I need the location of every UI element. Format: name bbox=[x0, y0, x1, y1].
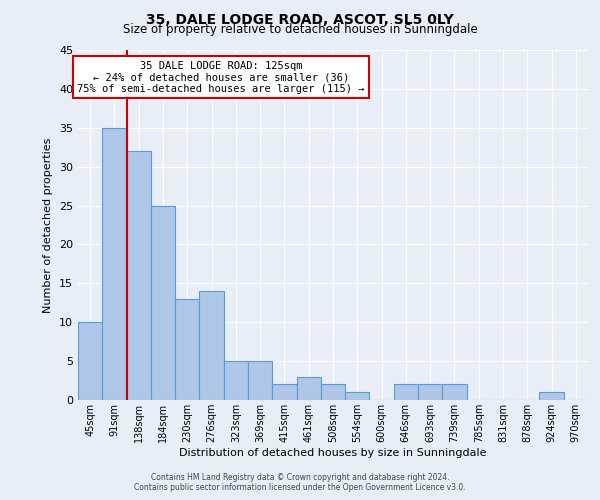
Bar bbox=[127, 151, 151, 400]
Bar bbox=[442, 384, 467, 400]
Text: 35 DALE LODGE ROAD: 125sqm
← 24% of detached houses are smaller (36)
75% of semi: 35 DALE LODGE ROAD: 125sqm ← 24% of deta… bbox=[77, 60, 365, 94]
Bar bbox=[394, 384, 418, 400]
Bar bbox=[151, 206, 175, 400]
Bar bbox=[224, 361, 248, 400]
Bar bbox=[345, 392, 370, 400]
Bar bbox=[272, 384, 296, 400]
Text: Contains HM Land Registry data © Crown copyright and database right 2024.
Contai: Contains HM Land Registry data © Crown c… bbox=[134, 473, 466, 492]
Bar bbox=[418, 384, 442, 400]
Bar bbox=[175, 299, 199, 400]
Bar bbox=[78, 322, 102, 400]
Text: 35, DALE LODGE ROAD, ASCOT, SL5 0LY: 35, DALE LODGE ROAD, ASCOT, SL5 0LY bbox=[146, 12, 454, 26]
Bar bbox=[321, 384, 345, 400]
Bar bbox=[539, 392, 564, 400]
Bar bbox=[102, 128, 127, 400]
Y-axis label: Number of detached properties: Number of detached properties bbox=[43, 138, 53, 312]
Bar bbox=[296, 376, 321, 400]
Bar bbox=[199, 291, 224, 400]
Text: Size of property relative to detached houses in Sunningdale: Size of property relative to detached ho… bbox=[122, 22, 478, 36]
X-axis label: Distribution of detached houses by size in Sunningdale: Distribution of detached houses by size … bbox=[179, 448, 487, 458]
Bar bbox=[248, 361, 272, 400]
